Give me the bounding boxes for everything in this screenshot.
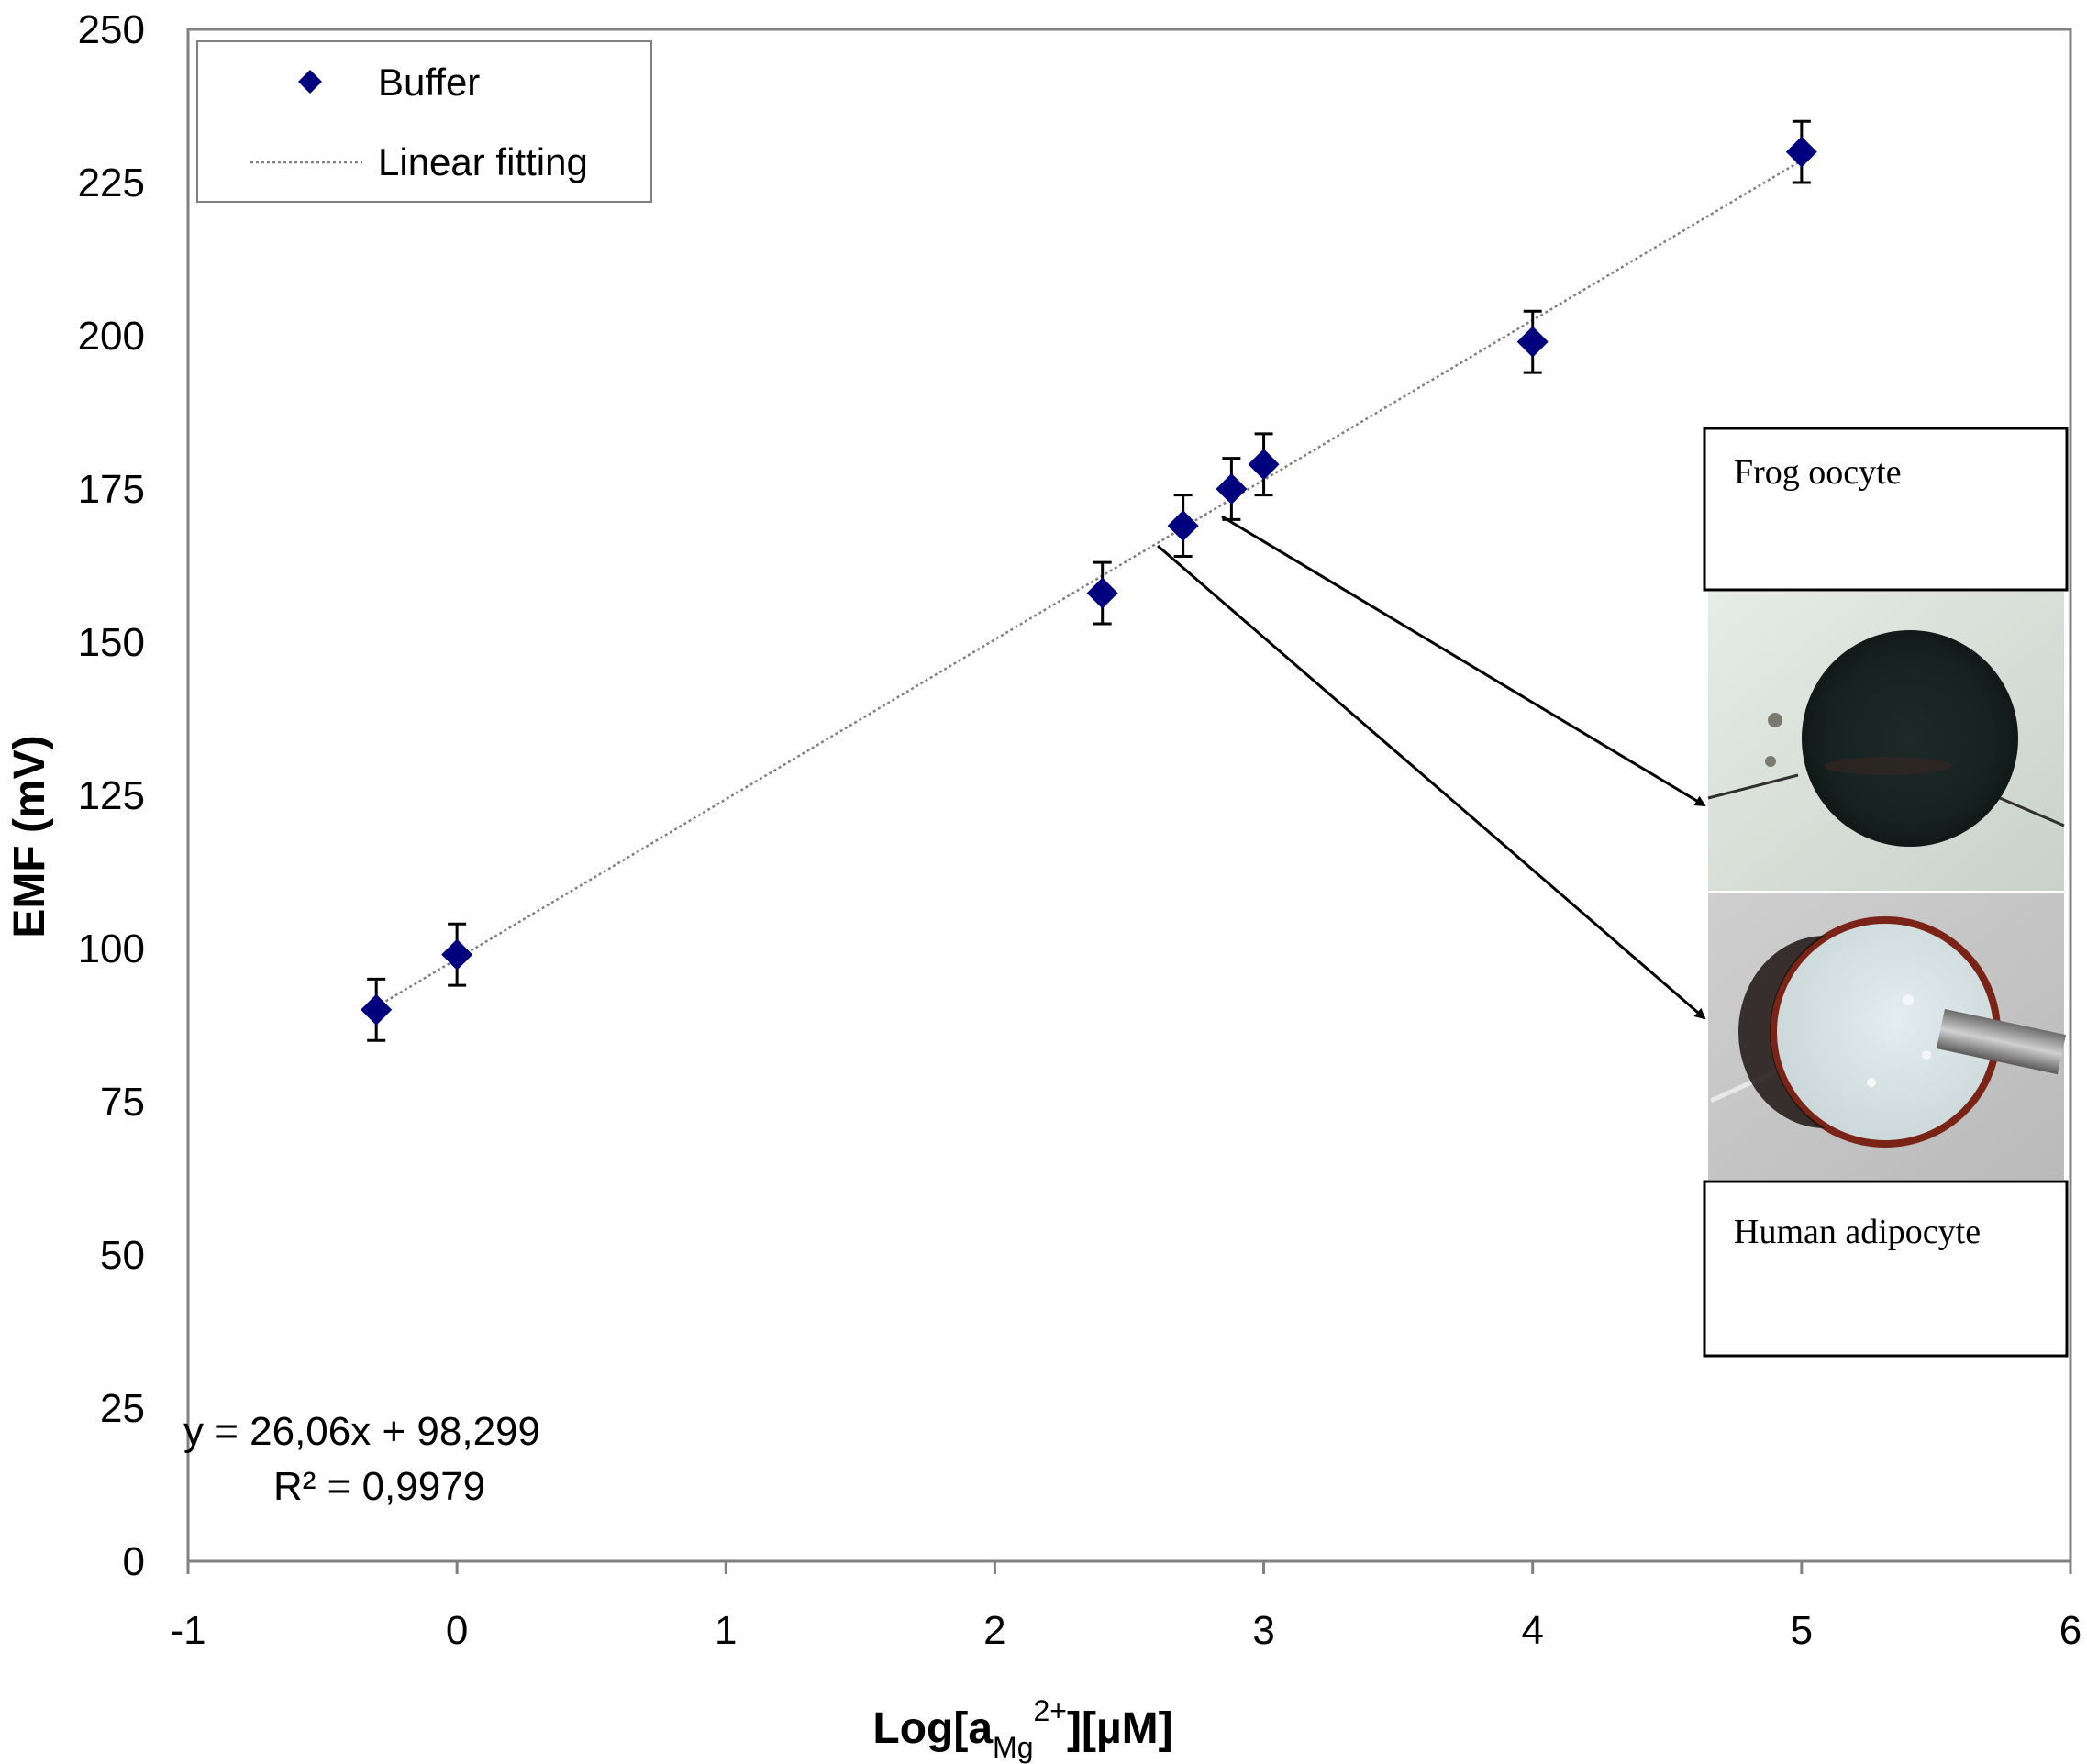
data-marker [441,938,473,971]
human-adipocyte-box: Human adipocyte [1703,1180,2069,1358]
data-marker [1248,449,1280,481]
y-axis-title: EMF (mV) [6,735,54,937]
y-tick-label: 250 [78,7,145,52]
y-tick-label: 100 [78,926,145,971]
fit-layer [375,159,1803,1008]
x-tick-label: 1 [715,1608,737,1653]
data-marker [1785,136,1817,168]
x-axis-title-sup: 2+ [1034,1694,1067,1727]
data-point [1216,457,1248,521]
points-layer [361,119,1817,1042]
arrow-to-human-adipocyte [1157,544,1706,1020]
x-tick-label: 3 [1252,1608,1274,1653]
x-axis-title-tail: ][µM] [1067,1704,1173,1753]
legend-label-buffer: Buffer [378,61,480,104]
y-tick-label: 50 [100,1233,145,1278]
data-marker [361,993,393,1026]
data-point [1785,119,1817,184]
data-marker [1516,326,1549,358]
frog-oocyte-box: Frog oocyte [1703,427,2069,592]
data-point [361,977,393,1042]
linear-fit-line [375,159,1803,1008]
x-axis-title: Log[aMg2+][µM] [872,1694,1172,1764]
x-tick-label: 5 [1791,1608,1813,1653]
y-tick-label: 75 [100,1080,145,1125]
y-tick-label: 175 [78,467,145,512]
x-tick-label: 4 [1521,1608,1543,1653]
data-point [1516,309,1549,374]
arrow-to-frog-oocyte [1221,515,1706,807]
data-marker [1086,577,1118,609]
y-tick-label: 225 [78,161,145,205]
data-marker [1167,510,1199,542]
y-tick-label: 0 [123,1539,145,1584]
legend-marker-buffer [298,70,322,94]
y-axis: 0 25 50 75 100 125 150 175 200 225 250 [78,7,145,1584]
legend-label-fit: Linear fitting [378,140,588,183]
fit-equation: y = 26,06x + 98,299 [183,1409,540,1454]
data-point [1086,560,1118,626]
data-point [1167,494,1199,558]
frog-oocyte-image [1707,592,2065,891]
x-tick-label: 6 [2059,1608,2081,1653]
y-tick-label: 150 [78,620,145,665]
x-axis-title-sub: Mg [993,1731,1033,1764]
x-tick-label: 2 [983,1608,1005,1653]
data-point [441,922,473,987]
y-tick-label: 200 [78,314,145,359]
y-tick-label: 125 [78,773,145,818]
data-marker [1216,473,1248,505]
fit-r-squared: R² = 0,9979 [273,1464,485,1509]
frog-oocyte-label: Frog oocyte [1734,453,1902,492]
x-tick-label: 0 [446,1608,468,1653]
x-axis: -1 0 1 2 3 4 5 6 [170,1561,2081,1653]
x-tick-label: -1 [170,1608,205,1653]
x-axis-title-main: Log[a [872,1704,993,1753]
human-adipocyte-label: Human adipocyte [1734,1213,1981,1251]
data-point [1248,432,1280,497]
plot-area [186,28,2072,1563]
legend: Buffer Linear fitting [196,40,652,203]
y-tick-label: 25 [100,1386,145,1431]
legend-box [196,40,652,203]
human-adipocyte-image [1708,893,2067,1180]
